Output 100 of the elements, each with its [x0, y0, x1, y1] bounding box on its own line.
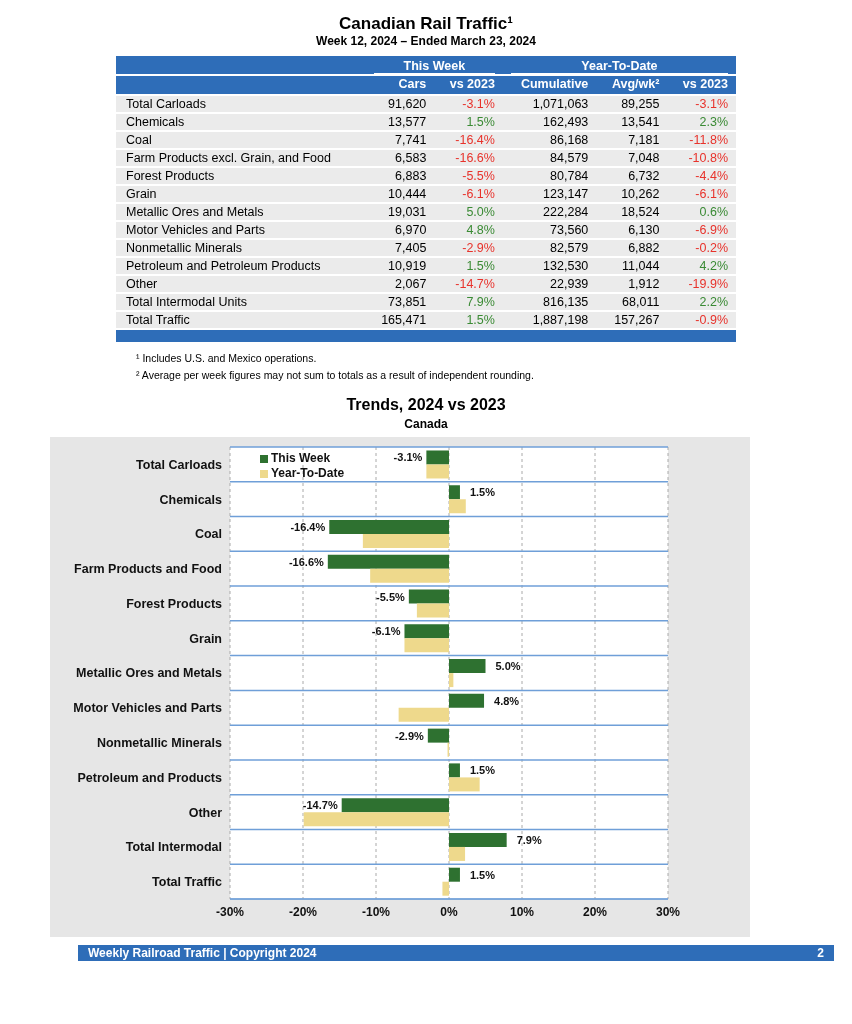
data-label: 6,732: [627, 168, 661, 184]
data-label: 6,583: [394, 150, 428, 166]
data-label: 4.2%: [698, 258, 729, 274]
data-label: 73,851: [387, 294, 428, 310]
data-label: 2.3%: [698, 114, 729, 130]
data-label: -0.9%: [694, 312, 729, 328]
data-label: 7.9%: [465, 294, 496, 310]
data-label: 5.0%: [495, 660, 521, 673]
data-label: 68,011: [621, 294, 661, 310]
x-tick-label: -30%: [215, 904, 245, 919]
y-tick-label: Chemicals: [159, 492, 223, 507]
y-tick-label: Petroleum and Products: [77, 770, 223, 785]
data-label: -3.1%: [461, 96, 496, 112]
data-label: 7,181: [627, 132, 661, 148]
text: vs 2023: [681, 76, 729, 93]
data-label: 11,044: [621, 258, 661, 274]
text: ¹ Includes U.S. and Mexico operations.: [136, 351, 318, 366]
data-label: 84,579: [549, 150, 590, 166]
x-tick-label: -10%: [361, 904, 391, 919]
data-label: 86,168: [549, 132, 590, 148]
text: Cumulative: [519, 76, 590, 93]
data-label: 6,882: [627, 240, 661, 256]
data-label: -2.9%: [461, 240, 496, 256]
data-label: 73,560: [549, 222, 590, 238]
y-tick-label: Other: [188, 805, 223, 820]
y-tick-label: Total Carloads: [136, 457, 223, 472]
x-tick-label: 0%: [440, 904, 458, 919]
data-label: 13,577: [387, 114, 428, 130]
chart-subtitle: Canada: [403, 417, 449, 431]
category-label: Farm Products excl. Grain, and Food: [125, 150, 332, 166]
data-label: 1,887,198: [531, 312, 590, 328]
text: Canadian Rail Traffic¹: [338, 14, 514, 34]
x-tick-label: 20%: [582, 904, 608, 919]
data-label: 1.5%: [465, 312, 496, 328]
data-label: 816,135: [542, 294, 590, 310]
data-label: 18,524: [620, 204, 661, 220]
data-label: -3.1%: [393, 451, 423, 464]
data-label: 222,284: [542, 204, 590, 220]
data-label: -2.9%: [395, 729, 425, 742]
data-label: 89,255: [620, 96, 661, 112]
data-label: 165,471: [380, 312, 428, 328]
data-label: -16.6%: [288, 555, 325, 568]
data-label: -16.4%: [454, 132, 496, 148]
data-label: 10,444: [387, 186, 428, 202]
y-tick-label: Total Intermodal: [125, 840, 222, 855]
data-label: 162,493: [542, 114, 590, 130]
data-label: -16.4%: [290, 521, 326, 534]
data-label: 6,883: [394, 168, 428, 184]
data-label: -0.2%: [694, 240, 729, 256]
data-label: -3.1%: [694, 96, 729, 112]
text: Week 12, 2024 – Ended March 23, 2024: [315, 34, 537, 48]
data-label: 1.5%: [469, 486, 496, 499]
data-label: 82,579: [549, 240, 590, 256]
y-tick-label: Farm Products and Food: [74, 562, 222, 577]
data-label: 10,262: [620, 186, 661, 202]
y-tick-label: Total Traffic: [152, 875, 223, 890]
data-label: 1.5%: [469, 764, 496, 777]
series-label: Cars: [397, 76, 428, 93]
data-label: 22,939: [549, 276, 590, 292]
category-label: Total Intermodal Units: [125, 294, 248, 310]
legend-label: Year-To-Date: [271, 466, 345, 481]
data-label: 1.5%: [465, 114, 496, 130]
data-label: 0.6%: [698, 204, 729, 220]
y-tick-label: Forest Products: [126, 596, 223, 611]
text: This Week: [373, 59, 495, 74]
x-tick-label: 10%: [509, 904, 535, 919]
data-label: -16.6%: [454, 150, 496, 166]
data-label: 80,784: [549, 168, 590, 184]
text: Year-To-Date: [510, 59, 728, 74]
data-label: 2.2%: [698, 294, 729, 310]
y-tick-label: Metallic Ores and Metals: [76, 666, 223, 681]
data-label: 10,919: [387, 258, 428, 274]
data-label: -6.9%: [694, 222, 729, 238]
x-tick-label: 30%: [655, 904, 681, 919]
data-label: -5.5%: [376, 590, 406, 603]
data-label: 1.5%: [465, 258, 496, 274]
text: vs 2023: [448, 76, 496, 93]
y-tick-label: Motor Vehicles and Parts: [73, 701, 223, 716]
data-label: 1,071,063: [531, 96, 590, 112]
data-label: -11.8%: [688, 132, 729, 148]
data-label: -5.5%: [461, 168, 496, 184]
data-label: -6.1%: [371, 625, 401, 638]
data-label: 6,130: [627, 222, 661, 238]
chart-title: Trends, 2024 vs 2023: [345, 396, 507, 414]
data-label: -14.7%: [454, 276, 496, 292]
data-label: 91,620: [387, 96, 428, 112]
data-label: 157,267: [613, 312, 661, 328]
text: ² Average per week figures may not sum to totals as a result of independent rounding.: [136, 368, 535, 383]
x-tick-label: -20%: [288, 904, 318, 919]
y-tick-label: Grain: [189, 631, 222, 646]
data-label: -6.1%: [694, 186, 729, 202]
data-label: 4.8%: [494, 694, 520, 707]
data-label: -4.4%: [694, 168, 729, 184]
data-label: 123,147: [542, 186, 590, 202]
text: Avg/wk²: [610, 76, 661, 93]
legend-label: This Week: [271, 451, 331, 466]
text: Weekly Railroad Traffic | Copyright 2024: [88, 946, 317, 960]
data-label: 7,048: [627, 150, 661, 166]
y-tick-label: Nonmetallic Minerals: [96, 735, 223, 750]
data-label: 19,031: [387, 204, 428, 220]
